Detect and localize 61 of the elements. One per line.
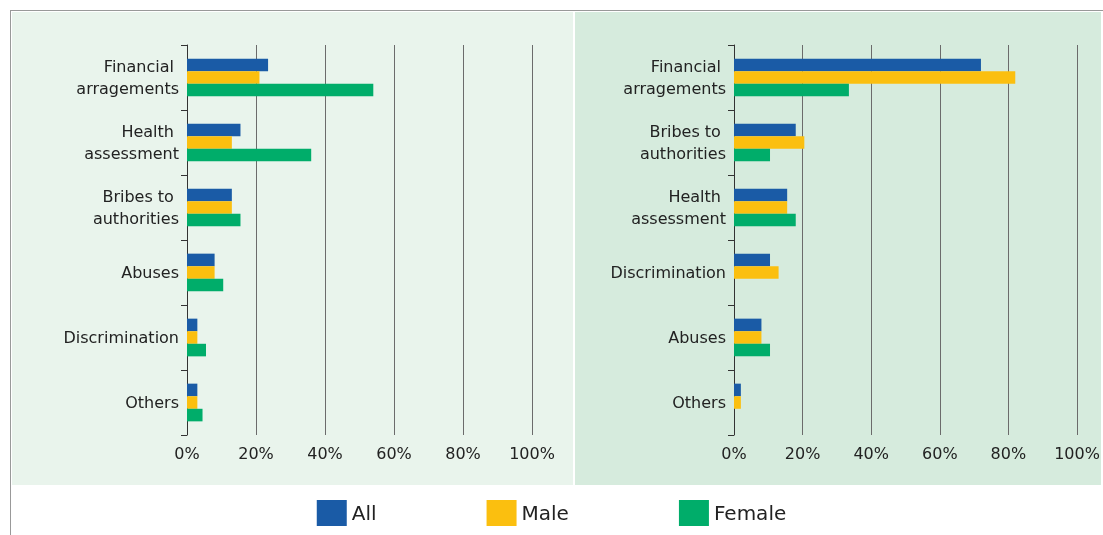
bar xyxy=(734,188,788,202)
y-tick-label: Others xyxy=(672,393,726,412)
y-tick-label: Discrimination xyxy=(63,328,179,347)
y-tick-label: Others xyxy=(125,393,179,412)
bar xyxy=(187,148,312,162)
bar xyxy=(187,318,198,332)
bar xyxy=(734,201,788,214)
bar xyxy=(187,396,198,409)
bar xyxy=(734,123,796,137)
x-tick-label: 0% xyxy=(174,443,200,463)
y-tick-label: Abuses xyxy=(121,263,179,282)
bar xyxy=(187,83,374,97)
bar xyxy=(187,253,215,267)
bar xyxy=(734,148,771,162)
bar xyxy=(187,408,203,422)
x-tick-label: 60% xyxy=(376,443,412,463)
x-tick-label: 40% xyxy=(853,443,889,463)
x-tick-label: 100% xyxy=(509,443,555,463)
bar xyxy=(734,343,771,357)
x-tick-label: 80% xyxy=(445,443,481,463)
bar xyxy=(187,58,269,72)
bar xyxy=(187,136,232,149)
bar xyxy=(187,266,215,279)
bar xyxy=(187,331,198,344)
x-tick-label: 80% xyxy=(990,443,1027,463)
bar xyxy=(187,343,206,357)
bar xyxy=(734,83,849,97)
bar xyxy=(734,318,762,332)
bar xyxy=(734,396,741,409)
legend-label: Female xyxy=(713,501,787,525)
x-tick-label: 0% xyxy=(721,443,747,463)
bar xyxy=(734,331,762,344)
y-tick-label: Health assessment xyxy=(84,122,179,163)
y-tick-label: Discrimination xyxy=(610,263,726,282)
x-tick-label: 100% xyxy=(1054,443,1100,463)
y-tick-label: Financial arragements xyxy=(623,57,726,98)
y-tick-label: Health assessment xyxy=(631,187,726,228)
bar xyxy=(187,201,232,214)
y-tick-label: Abuses xyxy=(668,328,726,347)
legend-label: All xyxy=(351,501,377,525)
x-tick-label: 20% xyxy=(238,443,274,463)
bar xyxy=(734,71,1016,84)
x-tick-label: 40% xyxy=(307,443,343,463)
bar xyxy=(187,278,224,292)
bar xyxy=(734,136,805,149)
bar xyxy=(734,213,796,227)
bar xyxy=(734,383,741,397)
y-tick-label: Financial arragements xyxy=(76,57,179,98)
bar xyxy=(734,58,981,72)
legend-label: Male xyxy=(521,501,569,525)
bar xyxy=(187,188,232,202)
y-tick-label: Bribes to authorities xyxy=(639,122,726,163)
bar xyxy=(187,123,241,137)
y-tick-label: Bribes to authorities xyxy=(92,187,179,228)
bar xyxy=(734,266,779,279)
bar xyxy=(187,213,241,227)
bar xyxy=(734,253,771,267)
bar xyxy=(187,383,198,397)
x-tick-label: 60% xyxy=(922,443,958,463)
x-tick-label: 20% xyxy=(784,443,821,463)
bar xyxy=(187,71,260,84)
